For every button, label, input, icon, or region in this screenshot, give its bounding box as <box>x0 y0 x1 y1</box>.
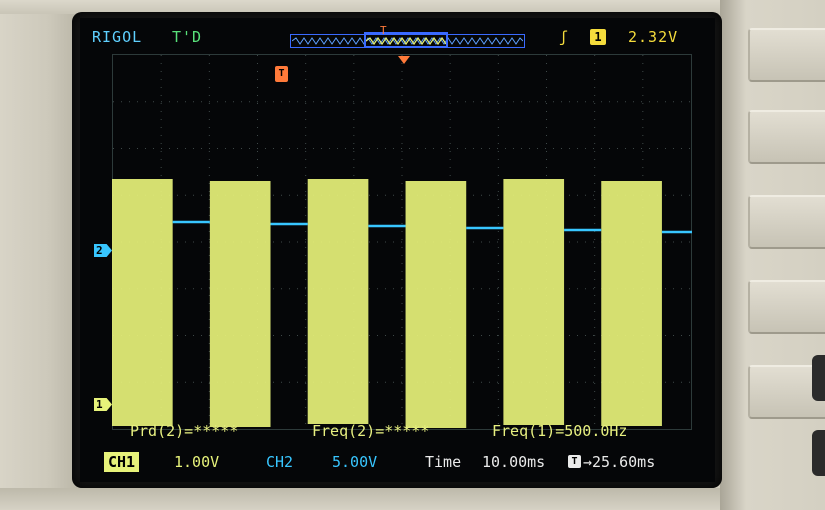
ch2-volts-per-div: 5.00V <box>332 453 378 471</box>
timebase-value: 10.00ms <box>482 453 546 471</box>
bezel-top <box>0 0 825 14</box>
ch1-pulse-high <box>601 181 662 426</box>
trigger-position-marker: T <box>275 66 288 82</box>
oscilloscope-screen: RIGOL T'D T ʃ 1 2.32V T 2 1 Prd(2)=*****… <box>80 18 715 482</box>
ch1-badge[interactable]: CH1 <box>104 452 140 472</box>
ch2-ground-marker: 2 <box>94 244 112 257</box>
measurement-frequency-ch2: Freq(2)=***** <box>312 422 430 440</box>
measurement-period-ch2: Prd(2)=***** <box>130 422 239 440</box>
ch1-pulse-high <box>503 179 565 425</box>
ch1-pulse-high <box>209 181 271 427</box>
waveform-display <box>112 179 692 428</box>
ch1-pulse-high <box>112 179 173 426</box>
bezel-bottom <box>0 488 825 510</box>
softkey-3[interactable] <box>748 195 825 249</box>
softkey-knob-2[interactable] <box>812 430 825 476</box>
softkey-4[interactable] <box>748 280 825 334</box>
memory-waveform-preview <box>292 36 523 46</box>
ch1-pulse-high <box>307 179 369 424</box>
trigger-state: T'D <box>172 28 203 46</box>
ch1-volts-per-div: 1.00V <box>174 453 220 471</box>
memory-view-window <box>364 32 448 48</box>
trigger-offset-value: →25.60ms <box>583 453 656 471</box>
bezel-left <box>0 0 80 510</box>
softkey-panel <box>720 0 825 510</box>
trigger-offset-icon: T <box>568 455 581 468</box>
memory-trigger-marker: T <box>380 24 387 37</box>
brand-label: RIGOL <box>92 28 143 46</box>
timebase-label: Time <box>425 453 462 471</box>
softkey-knob-1[interactable] <box>812 355 825 401</box>
ch1-pulse-high <box>405 181 467 428</box>
measurement-frequency-ch1: Freq(1)=500.0Hz <box>492 422 628 440</box>
rising-edge-icon: ʃ <box>559 28 570 46</box>
ch1-ground-marker: 1 <box>94 398 112 411</box>
graticule-svg <box>113 55 691 429</box>
trigger-center-marker <box>398 56 410 64</box>
ch2-label[interactable]: CH2 <box>266 453 294 471</box>
trigger-level: 2.32V <box>628 28 679 46</box>
softkey-2[interactable] <box>748 110 825 164</box>
trigger-source-badge: 1 <box>590 29 606 45</box>
softkey-1[interactable] <box>748 28 825 82</box>
